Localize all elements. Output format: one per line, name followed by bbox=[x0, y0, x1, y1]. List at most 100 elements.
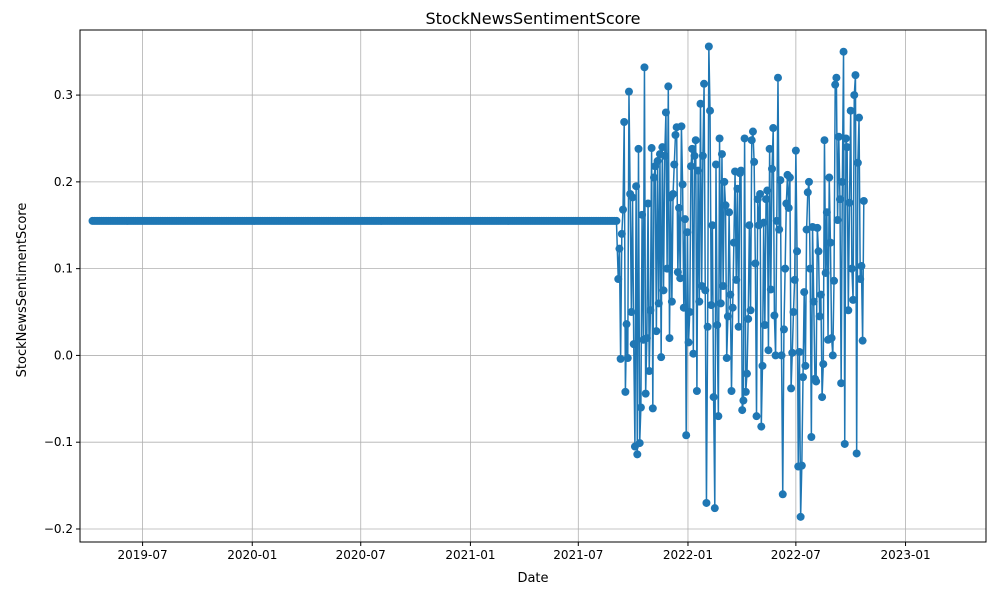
data-point bbox=[804, 177, 813, 186]
data-point bbox=[721, 201, 730, 210]
data-point bbox=[772, 216, 781, 225]
data-point bbox=[856, 275, 865, 284]
data-point bbox=[615, 244, 624, 253]
data-point bbox=[645, 367, 654, 376]
data-point bbox=[657, 353, 666, 362]
data-point bbox=[653, 157, 662, 166]
data-point bbox=[741, 387, 750, 396]
data-point bbox=[776, 176, 785, 185]
data-point bbox=[779, 325, 788, 334]
data-point bbox=[773, 73, 782, 82]
data-point bbox=[660, 151, 669, 160]
data-point bbox=[750, 157, 759, 166]
data-point bbox=[720, 177, 729, 186]
data-point bbox=[634, 144, 643, 153]
data-point bbox=[827, 334, 836, 343]
data-point bbox=[820, 136, 829, 145]
data-point bbox=[855, 113, 864, 122]
data-point bbox=[622, 320, 631, 329]
data-point bbox=[745, 221, 754, 230]
data-point bbox=[826, 238, 835, 247]
data-point bbox=[616, 354, 625, 363]
data-point bbox=[627, 308, 636, 317]
data-point bbox=[680, 215, 689, 224]
data-point bbox=[764, 346, 773, 355]
data-point bbox=[846, 106, 855, 115]
data-point bbox=[812, 377, 821, 386]
series-markers bbox=[88, 42, 868, 521]
data-point bbox=[652, 327, 661, 336]
y-tick-label: 0.0 bbox=[54, 348, 73, 362]
data-point bbox=[623, 354, 632, 363]
x-tick-label: 2022-07 bbox=[771, 548, 821, 562]
data-point bbox=[821, 268, 830, 277]
data-point bbox=[658, 143, 667, 152]
data-point bbox=[612, 216, 621, 225]
data-point bbox=[796, 512, 805, 521]
data-point bbox=[620, 117, 629, 126]
data-point bbox=[706, 106, 715, 115]
data-point bbox=[638, 210, 647, 219]
data-point bbox=[676, 274, 685, 283]
data-point bbox=[813, 223, 822, 232]
grid-lines bbox=[80, 30, 986, 542]
data-point bbox=[725, 208, 734, 217]
data-point bbox=[614, 275, 623, 284]
x-axis-ticks: 2019-07 2020-01 2020-07 2021-01 2021-07 2022-… bbox=[118, 542, 931, 562]
data-point bbox=[762, 195, 771, 204]
data-point bbox=[799, 373, 808, 382]
data-point bbox=[771, 351, 780, 360]
x-tick-label: 2022-01 bbox=[663, 548, 713, 562]
data-point bbox=[784, 203, 793, 212]
data-point bbox=[650, 173, 658, 182]
data-point bbox=[734, 322, 743, 331]
data-point bbox=[857, 262, 866, 271]
data-point bbox=[716, 299, 725, 308]
data-point bbox=[669, 190, 678, 199]
data-point bbox=[807, 433, 816, 441]
data-point bbox=[717, 150, 726, 159]
data-point bbox=[723, 312, 732, 321]
data-point bbox=[679, 303, 688, 312]
data-point bbox=[818, 393, 827, 402]
data-point bbox=[703, 322, 712, 331]
data-point bbox=[688, 144, 697, 153]
data-point bbox=[670, 160, 679, 169]
data-point bbox=[715, 134, 724, 143]
data-point bbox=[710, 504, 719, 513]
data-point bbox=[797, 461, 806, 470]
data-point bbox=[858, 336, 867, 345]
data-point bbox=[822, 208, 831, 217]
data-point bbox=[726, 290, 735, 299]
data-point bbox=[789, 308, 798, 317]
y-tick-label: 0.1 bbox=[54, 262, 73, 276]
y-tick-label: −0.2 bbox=[44, 522, 73, 536]
plot-frame bbox=[79, 29, 987, 543]
data-point bbox=[814, 247, 823, 256]
data-point bbox=[830, 276, 839, 285]
data-point bbox=[640, 63, 649, 72]
data-point bbox=[785, 173, 794, 182]
data-point bbox=[702, 498, 711, 507]
data-point bbox=[757, 422, 766, 431]
data-point bbox=[695, 297, 704, 306]
data-point bbox=[788, 348, 797, 357]
data-point bbox=[849, 295, 858, 304]
data-point bbox=[722, 354, 731, 363]
data-point bbox=[654, 299, 663, 308]
data-point bbox=[647, 144, 656, 153]
data-point bbox=[844, 306, 853, 315]
data-point bbox=[684, 338, 693, 347]
data-point bbox=[834, 132, 843, 141]
data-point bbox=[709, 393, 718, 402]
y-tick-label: −0.1 bbox=[44, 435, 73, 449]
data-point bbox=[825, 173, 834, 182]
data-point bbox=[682, 431, 691, 440]
data-point bbox=[840, 439, 849, 448]
data-point bbox=[704, 42, 713, 51]
y-axis-title: StockNewsSentimentScore bbox=[15, 203, 30, 378]
data-point bbox=[838, 177, 847, 186]
data-point bbox=[701, 286, 710, 295]
data-point bbox=[859, 196, 868, 205]
data-point bbox=[835, 195, 844, 204]
